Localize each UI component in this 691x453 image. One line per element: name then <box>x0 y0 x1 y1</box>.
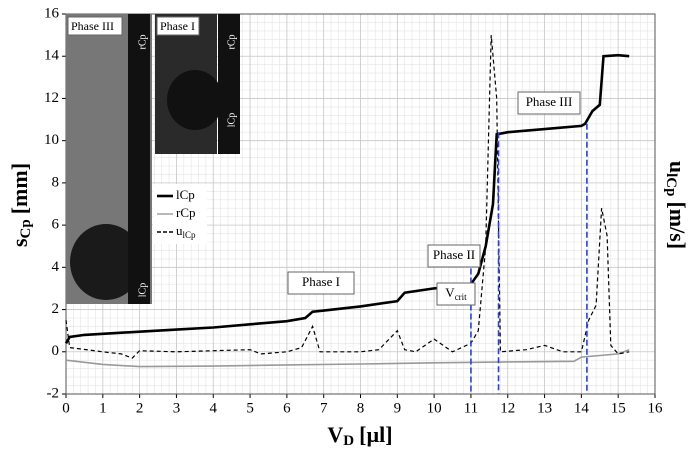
inset-tip: lCp <box>137 283 148 297</box>
y-tick-label: 0 <box>52 343 60 359</box>
x-tick-label: 2 <box>136 400 144 416</box>
y-tick-label: 12 <box>44 90 59 106</box>
inset-label-bg <box>156 16 200 36</box>
x-tick-label: 9 <box>394 400 402 416</box>
drop <box>167 70 223 130</box>
x-tick-label: 10 <box>427 400 442 416</box>
inset-strip <box>218 14 240 154</box>
annotation: Phase III <box>526 94 573 109</box>
x-tick-label: 7 <box>320 400 328 416</box>
annotation-main: V <box>445 285 455 300</box>
x-tick-label: 4 <box>210 400 218 416</box>
x-tick-label: 0 <box>62 400 70 416</box>
x-tick-label: 16 <box>648 400 664 416</box>
x-tick-label: 8 <box>357 400 365 416</box>
x-tick-label: 11 <box>464 400 478 416</box>
legend-name: u <box>176 223 183 238</box>
annotation: Vcrit <box>445 285 467 302</box>
y-tick-label: -2 <box>47 385 60 401</box>
x-tick-label: 14 <box>574 400 590 416</box>
y2-axis-label-unit: [m/s] <box>665 201 690 249</box>
legend-sub: lCp <box>183 230 197 240</box>
y2-axis-label-main: u <box>665 161 690 173</box>
y-axis-label-main: s <box>7 238 32 247</box>
y-axis-label-sub: Cp <box>18 219 34 238</box>
x-axis-label-unit: [µl] <box>359 422 392 447</box>
legend-label: lCp <box>176 187 195 202</box>
inset-label: Phase III <box>71 19 114 33</box>
annotation-box <box>427 244 481 268</box>
annotation: Phase I <box>302 274 340 289</box>
y-tick-label: 2 <box>52 301 60 317</box>
y2-axis-label: ulCp [m/s] <box>663 161 690 249</box>
x-tick-label: 3 <box>173 400 181 416</box>
x-axis-label-sub: D <box>343 433 354 449</box>
inset-strip <box>128 14 150 304</box>
line-series <box>64 53 630 344</box>
annotation: Phase II <box>433 247 475 262</box>
x-tick-label: 13 <box>537 400 552 416</box>
annotation-box <box>436 282 476 306</box>
x-tick-label: 1 <box>99 400 107 416</box>
inset-label-bg <box>67 16 123 36</box>
x-tick-label: 6 <box>283 400 291 416</box>
inset-tip: lCp <box>226 113 237 127</box>
x-tick-label: 15 <box>611 400 626 416</box>
annotation-box <box>517 91 581 115</box>
inset-tip: rCp <box>137 35 148 50</box>
x-tick-label: 5 <box>246 400 254 416</box>
y2-axis-label-sub: lCp <box>663 173 679 196</box>
x-axis-label: VD [µl] <box>327 422 392 449</box>
x-axis-label-main: V <box>327 422 343 447</box>
legend-label: ulCp <box>176 223 196 240</box>
y-axis-label: sCp [mm] <box>7 163 34 247</box>
annotation-box <box>287 271 355 295</box>
inset-label: Phase I <box>160 19 195 33</box>
line-series <box>65 348 630 368</box>
y-tick-label: 4 <box>52 259 60 275</box>
legend-label: rCp <box>176 205 196 220</box>
y-tick-label: 6 <box>52 217 60 233</box>
y-tick-label: 10 <box>44 132 59 148</box>
y-tick-label: 14 <box>44 48 60 64</box>
y-tick-label: 16 <box>44 5 60 21</box>
inset-tip: rCp <box>226 35 237 50</box>
legend-name: lCp <box>176 187 195 202</box>
annotation-sub: crit <box>455 292 467 302</box>
drop <box>70 224 142 300</box>
y-axis-label-unit: [mm] <box>7 163 32 214</box>
y-tick-label: 8 <box>52 174 60 190</box>
legend-name: rCp <box>176 205 196 220</box>
x-tick-label: 12 <box>500 400 515 416</box>
